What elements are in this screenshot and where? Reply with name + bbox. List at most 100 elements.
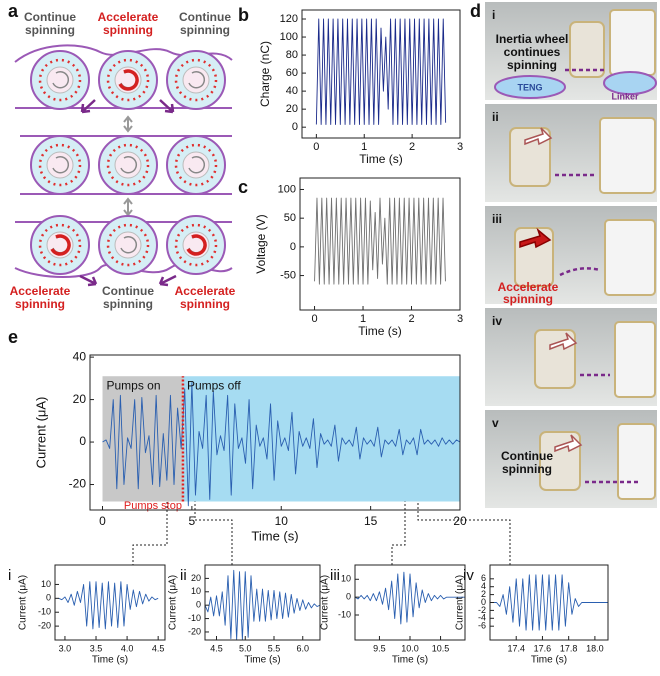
x-tick-label: 4.5	[210, 643, 223, 653]
y-tick-label: 10	[191, 586, 201, 596]
x-tick-label: 10.5	[432, 643, 450, 653]
y-tick-label: -10	[338, 609, 351, 619]
pumps-stop-label: Pumps stop	[124, 500, 182, 512]
photo-label: ii	[492, 110, 499, 124]
panel-a: a Continue spinning Accelerate spinning …	[8, 1, 236, 311]
y-tick-label: 0	[79, 434, 86, 448]
x-tick-label: 2	[408, 313, 414, 325]
signal-line	[58, 581, 159, 630]
y-tick-label: -2	[478, 605, 486, 615]
y-tick-label: 40	[73, 349, 87, 363]
diagram-label: spinning	[103, 23, 153, 37]
x-tick-label: 18.0	[586, 643, 604, 653]
signal-line	[102, 382, 461, 507]
signal-line	[314, 197, 446, 285]
x-tick-label: 0	[311, 313, 317, 325]
x-tick-label: 20	[453, 514, 467, 528]
y-tick-label: -20	[69, 477, 87, 491]
x-tick-label: 5	[189, 514, 196, 528]
x-axis-label: Time (s)	[531, 655, 567, 666]
panel-label: i	[8, 567, 11, 584]
y-tick-label: 0	[290, 241, 296, 253]
signal-line	[315, 18, 447, 125]
x-tick-label: 3.0	[59, 643, 72, 653]
x-tick-label: 1	[361, 141, 367, 153]
y-axis-label: Current (μA)	[18, 575, 29, 630]
x-axis-label: Time (s)	[392, 655, 428, 666]
photo-note: Inertia wheel	[496, 32, 569, 46]
photo-label: i	[492, 8, 495, 22]
y-tick-label: 0	[481, 597, 486, 607]
diagram-label: Accelerate	[98, 10, 159, 24]
y-tick-label: 0	[292, 121, 298, 133]
photo-note: spinning	[503, 292, 553, 306]
x-tick-label: 17.8	[560, 643, 578, 653]
diagram-label: spinning	[180, 23, 230, 37]
y-tick-label: 20	[191, 573, 201, 583]
plot-frame	[204, 564, 321, 641]
photo-note: continues	[504, 45, 561, 59]
x-tick-label: 3	[457, 141, 463, 153]
plot-frame	[89, 354, 461, 511]
x-tick-label: 10.0	[401, 643, 419, 653]
x-axis-label: Time (s)	[251, 528, 298, 543]
panel-label: c	[238, 177, 248, 197]
x-tick-label: 3	[457, 313, 463, 325]
signal-line	[204, 569, 321, 641]
y-axis-label: Current (μA)	[320, 575, 331, 630]
panel-label: ii	[180, 567, 187, 584]
x-axis-label: Time (s)	[359, 152, 403, 166]
x-tick-label: 6.0	[296, 643, 309, 653]
photo-label: v	[492, 416, 499, 430]
y-axis-label: Charge (nC)	[258, 41, 272, 107]
photo-note: Linker	[611, 91, 639, 101]
panel-label: e	[8, 327, 18, 347]
y-tick-label: -4	[478, 613, 486, 623]
plot-frame	[301, 9, 461, 139]
y-axis-label: Current (μA)	[33, 397, 48, 469]
x-tick-label: 0	[99, 514, 106, 528]
panel-label: d	[470, 1, 481, 21]
y-tick-label: -20	[38, 620, 51, 630]
y-tick-label: -6	[478, 621, 486, 631]
y-tick-label: 10	[341, 574, 351, 584]
y-tick-label: 0	[346, 592, 351, 602]
x-tick-label: 17.6	[534, 643, 552, 653]
diagram-label: Continue	[179, 10, 231, 24]
y-axis-label: Current (μA)	[455, 575, 466, 630]
y-tick-label: 20	[73, 392, 87, 406]
x-tick-label: 10	[275, 514, 289, 528]
x-tick-label: 15	[364, 514, 378, 528]
y-tick-label: 0	[46, 593, 51, 603]
photo-note: TENG	[517, 82, 542, 92]
x-tick-label: 3.5	[90, 643, 103, 653]
photo-note: spinning	[507, 58, 557, 72]
signal-line	[490, 574, 608, 631]
y-tick-label: 2	[481, 589, 486, 599]
y-tick-label: 120	[280, 13, 298, 25]
panel-label: iv	[463, 567, 474, 584]
span-label: Pumps off	[187, 378, 241, 392]
x-tick-label: 17.4	[507, 643, 525, 653]
x-tick-label: 1	[360, 313, 366, 325]
diagram-label: spinning	[103, 297, 153, 311]
y-tick-label: 10	[41, 579, 51, 589]
x-tick-label: 0	[313, 141, 319, 153]
photo-note: Continue	[501, 449, 553, 463]
y-tick-label: 0	[196, 600, 201, 610]
diagram-label: spinning	[180, 297, 230, 311]
y-tick-label: -50	[280, 269, 296, 281]
diagram-label: Continue	[24, 10, 76, 24]
y-axis-label: Voltage (V)	[254, 214, 268, 273]
x-axis-label: Time (s)	[92, 655, 128, 666]
panel-label: iii	[330, 567, 340, 584]
y-tick-label: 20	[286, 103, 298, 115]
y-tick-label: 80	[286, 49, 298, 61]
x-tick-label: 9.5	[373, 643, 386, 653]
span-label: Pumps on	[107, 378, 161, 392]
plot-frame	[54, 564, 166, 641]
diagram-label: Accelerate	[10, 284, 71, 298]
y-tick-label: 100	[278, 183, 296, 195]
